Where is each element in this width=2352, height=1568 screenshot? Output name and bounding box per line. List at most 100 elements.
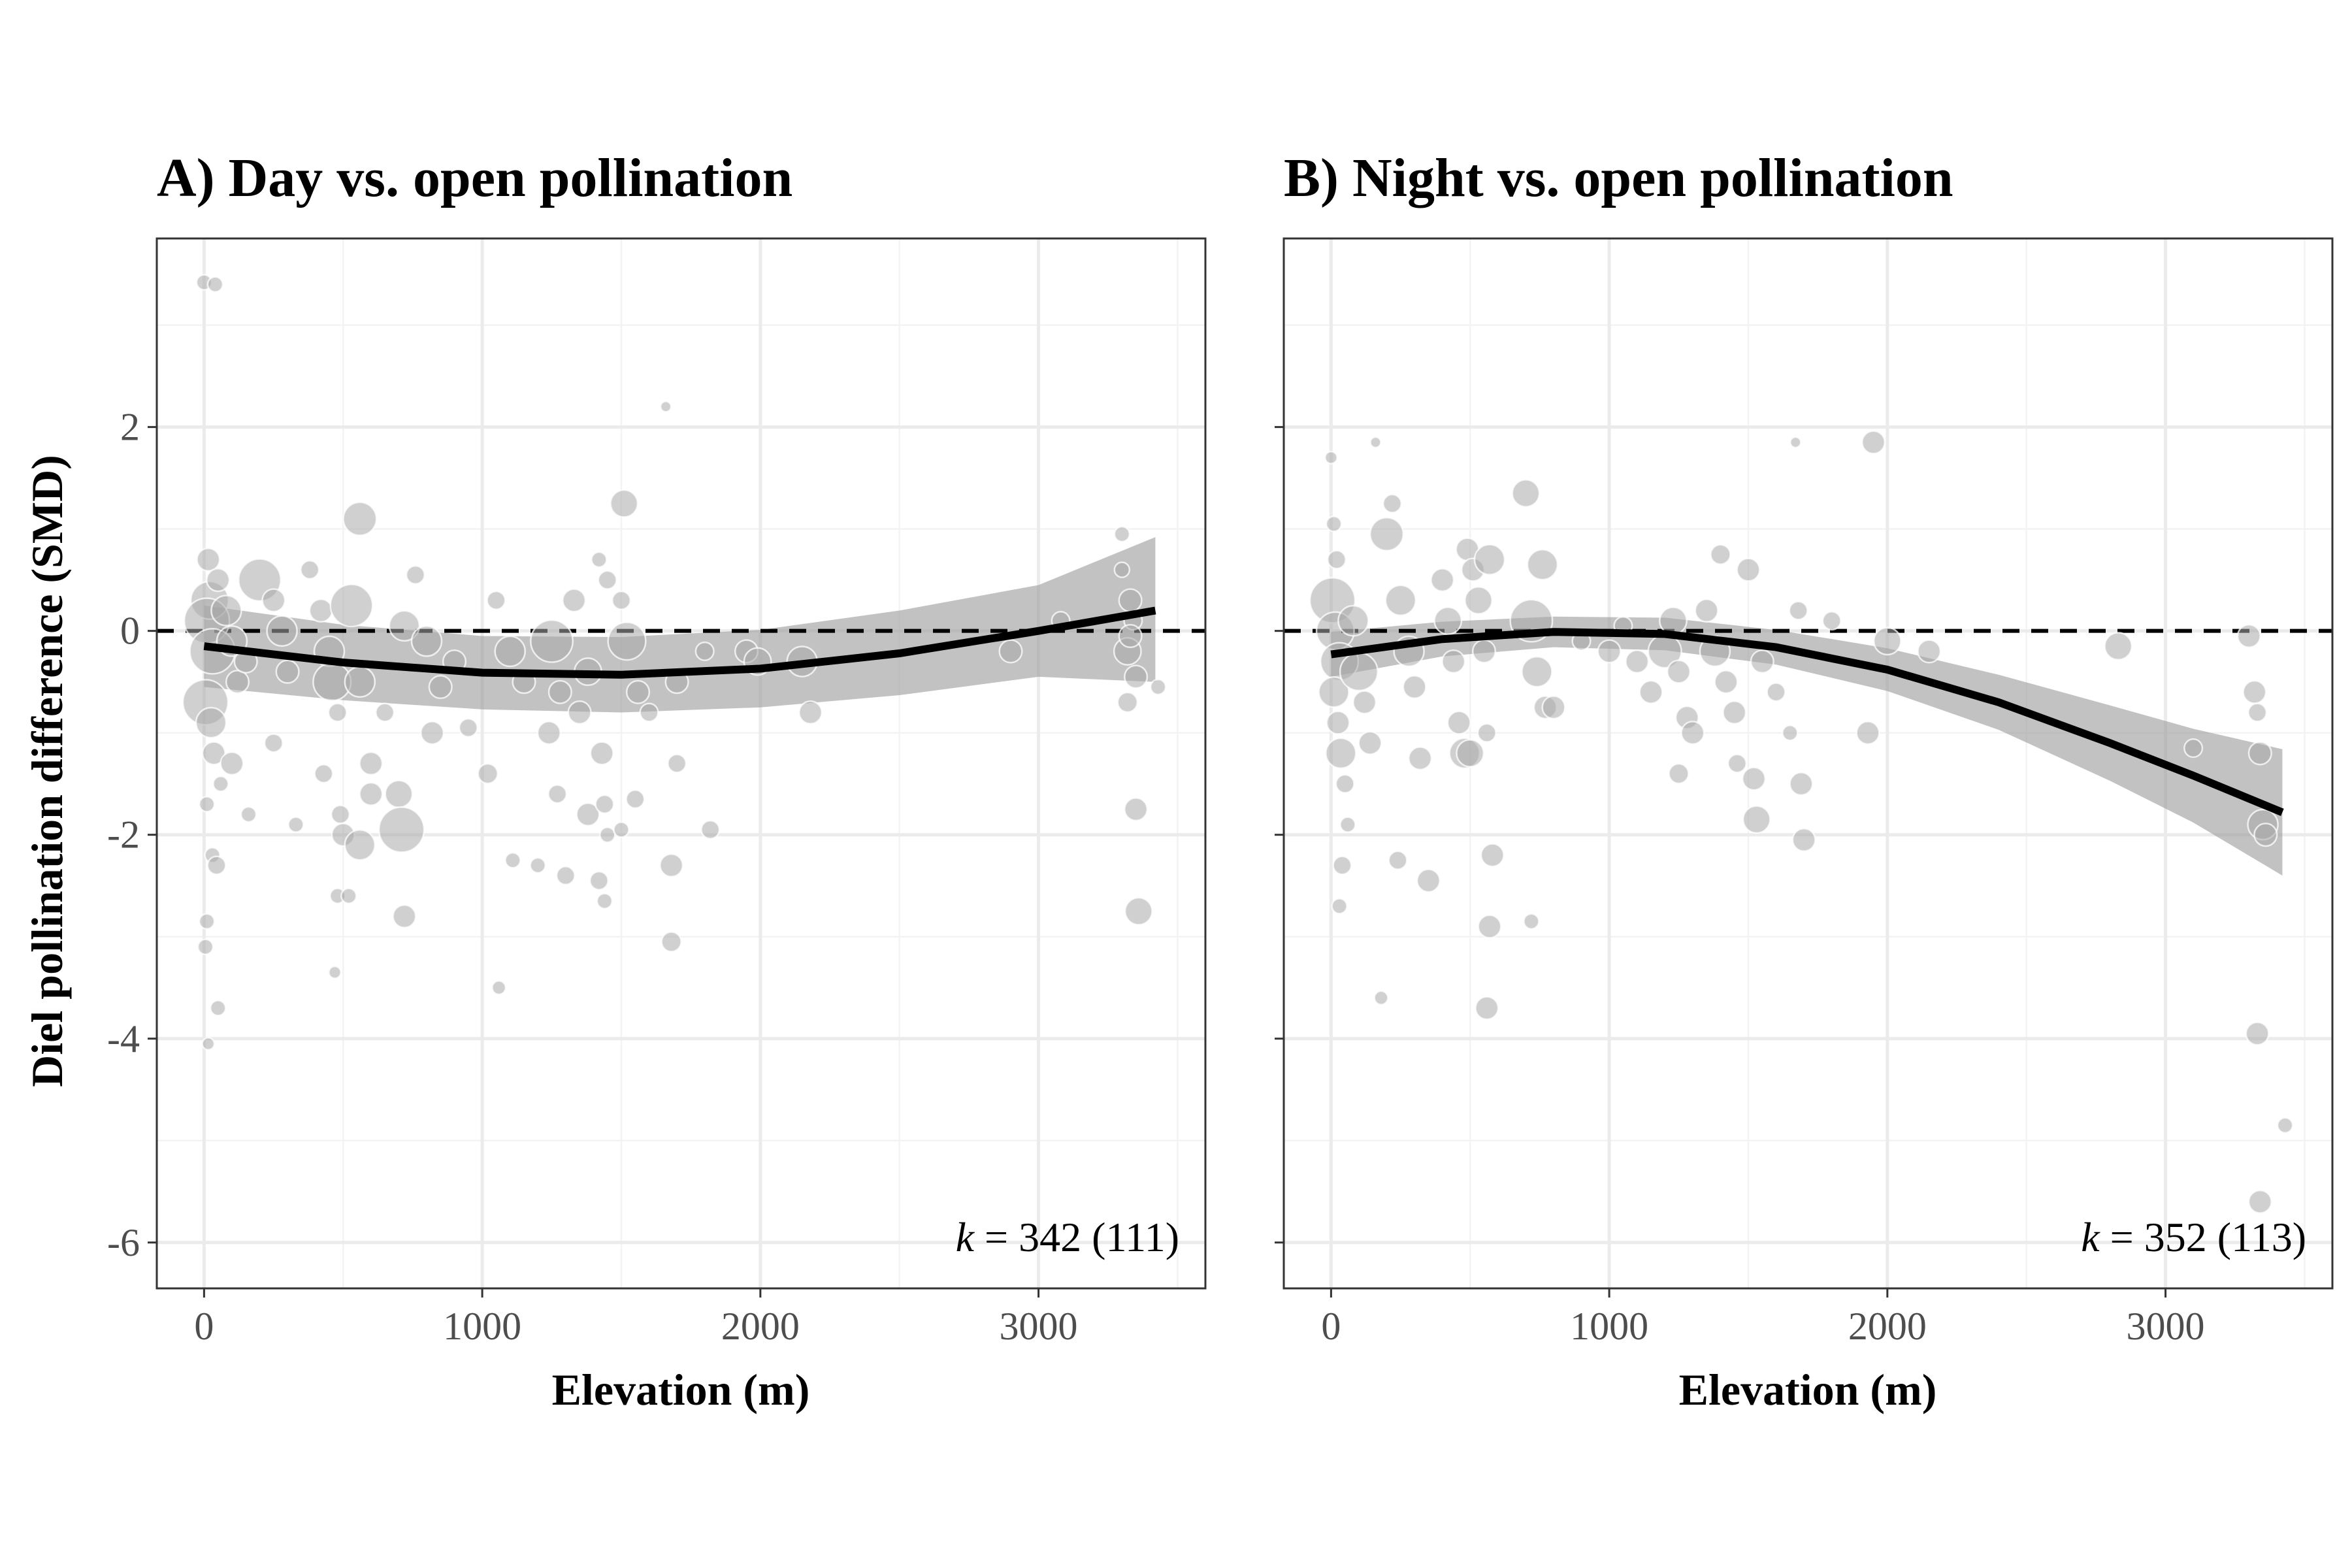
- panel-a-data-point: [225, 670, 250, 694]
- panel-b-data-point: [1736, 557, 1761, 582]
- panel-a-data-point: [198, 796, 216, 813]
- panel-a-data-point: [201, 1037, 216, 1051]
- panel-b-data-point: [1639, 679, 1663, 704]
- panel-a-data-point: [589, 870, 609, 890]
- panel-a-data-point: [611, 590, 632, 610]
- panel-b-data-point: [1430, 568, 1455, 593]
- panel-a-data-point: [530, 619, 574, 663]
- panel-a-data-point: [661, 931, 682, 953]
- panel-b-data-point: [1339, 652, 1379, 692]
- panel-a-data-point: [567, 700, 592, 725]
- panel-a-data-point: [610, 489, 639, 518]
- panel-a-data-point: [308, 598, 333, 623]
- panel-a-data-point: [384, 779, 414, 809]
- panel-b-data-point: [1788, 600, 1808, 621]
- panel-b-fit-layer: [1330, 628, 2284, 816]
- panel-b-data-point: [1446, 710, 1471, 735]
- panel-b-data-point: [2183, 738, 2204, 759]
- panel-a-x-tick-label: 0: [194, 1305, 214, 1348]
- panel-a-grid: [157, 238, 1205, 1288]
- panel-b-data-point: [1339, 816, 1356, 833]
- panel-a-data-point: [287, 816, 304, 833]
- panel-a-x-tick-label: 3000: [1000, 1305, 1078, 1348]
- panel-b-x-tick-label: 1000: [1570, 1305, 1648, 1348]
- panel-a-y-tick-label: 2: [120, 406, 140, 449]
- panel-b-data-point: [1511, 479, 1541, 508]
- panel-b-data-point: [1917, 639, 1942, 664]
- panel-a-k-value: = 342 (111): [974, 1214, 1179, 1260]
- panel-a-data-point: [1124, 896, 1153, 926]
- panel-a-data-point: [494, 635, 526, 668]
- panel-a-data-point: [359, 751, 384, 776]
- panel-a-data-point: [562, 588, 587, 613]
- panel-b-data-point: [1473, 544, 1506, 576]
- panel-b-data-point: [1741, 766, 1767, 791]
- panel-a-data-point: [340, 887, 357, 905]
- panel-a-data-point: [458, 717, 478, 738]
- panel-b-data-point: [1855, 721, 1880, 745]
- panel-b-data-point: [1625, 649, 1650, 674]
- panel-a-k-annotation: k = 342 (111): [956, 1214, 1179, 1260]
- panel-b-data-point: [1714, 670, 1739, 694]
- panel-a-data-point: [998, 639, 1023, 664]
- panel-a-data-point: [195, 706, 227, 739]
- panel-b-data-point: [2247, 741, 2272, 766]
- panel-a-data-point: [263, 733, 284, 753]
- panel-b-data-point: [1680, 721, 1705, 745]
- panel-b-data-point: [1337, 604, 1369, 637]
- panel-a-data-point: [1149, 678, 1167, 696]
- panel-a-data-point: [410, 625, 443, 657]
- panel-a-data-point: [667, 753, 687, 774]
- panel-a-data-point: [342, 501, 378, 536]
- panel-a-data-point: [375, 702, 395, 723]
- panel-a-data-point: [625, 679, 651, 704]
- panel-b-data-point: [1694, 598, 1719, 623]
- panel-a-data-point: [597, 570, 617, 590]
- panel-a-data-point: [700, 819, 721, 840]
- panel-a-data-point: [206, 276, 224, 293]
- panel-a-data-point: [1124, 797, 1149, 822]
- panel-a-fit-curve: [203, 606, 1156, 679]
- panel-a-data-point: [201, 741, 226, 766]
- panel-b-data-point: [1789, 436, 1802, 449]
- panel-a-data-point: [275, 659, 300, 684]
- panel-b-data-point: [1789, 772, 1814, 796]
- panel-a-x-tick-label: 2000: [721, 1305, 800, 1348]
- panel-b-data-point: [1382, 493, 1403, 514]
- panel-a-data-point: [378, 806, 425, 853]
- panel-a-data-point: [314, 764, 334, 784]
- panel-a-data-point: [261, 588, 286, 613]
- panel-b-data-point: [1782, 724, 1799, 742]
- panel-b-data-point: [1332, 855, 1352, 875]
- panel-a-data-point: [1118, 623, 1143, 649]
- panel-b-data-point: [1526, 549, 1559, 581]
- panel-a-data-point: [1113, 561, 1131, 578]
- panel-b-data-point: [1402, 674, 1427, 700]
- panel-a-fit-layer: [203, 606, 1156, 679]
- panel-a-data-point: [209, 1000, 227, 1017]
- panel-a-data-point: [197, 938, 214, 956]
- panel-b-data-point: [1388, 850, 1408, 870]
- panel-b-data-point: [1477, 723, 1497, 743]
- y-axis-title: Diel pollination difference (SMD): [22, 455, 72, 1087]
- panel-a-axes: 0 1000 2000 3000 -6 -4 -2 0 2: [107, 406, 1078, 1348]
- panel-a-points: [182, 274, 1167, 1051]
- panel-a-data-point: [591, 551, 608, 568]
- panel-b-k-annotation: k = 352 (113): [2081, 1214, 2306, 1260]
- panel-b-data-point: [1433, 606, 1463, 636]
- panel-b-fit-curve: [1330, 628, 2284, 816]
- panel-a-data-point: [405, 564, 425, 585]
- panel-a-data-point: [428, 674, 453, 700]
- panel-a-data-point: [486, 590, 506, 610]
- panel-b-data-point: [2104, 632, 2133, 661]
- panel-b-data-point: [1324, 450, 1338, 465]
- panel-a-data-point: [240, 806, 257, 823]
- panel-a-data-point: [210, 595, 242, 627]
- panel-b-data-point: [1408, 746, 1433, 771]
- panel-b-data-point: [1325, 515, 1343, 532]
- panel-a-data-point: [212, 775, 229, 792]
- panel-b-data-point: [1471, 639, 1497, 664]
- panel-b-data-point: [1325, 737, 1357, 770]
